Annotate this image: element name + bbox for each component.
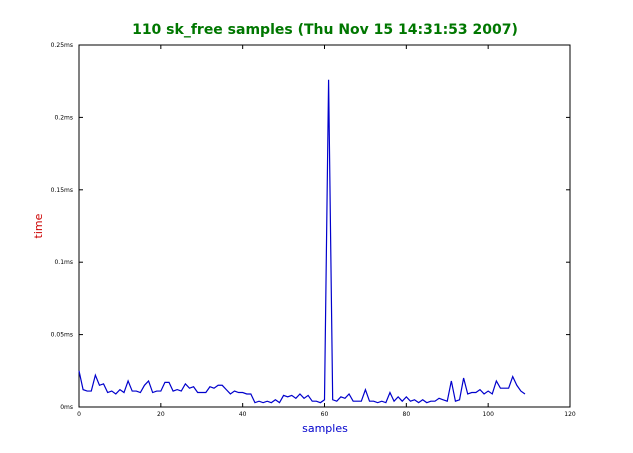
x-tick-label: 20 (157, 411, 165, 418)
x-tick-label: 80 (403, 411, 411, 418)
y-tick-label: 0ms (60, 404, 73, 411)
y-axis-label: time (32, 213, 45, 238)
y-tick-label: 0.15ms (51, 187, 73, 194)
x-tick-label: 100 (482, 411, 494, 418)
y-axis: 0ms 0.05ms 0.1ms 0.15ms 0.2ms 0.25ms (51, 42, 570, 411)
chart-title: 110 sk_free samples (Thu Nov 15 14:31:53… (132, 22, 518, 38)
y-tick-label: 0.2ms (54, 114, 73, 121)
x-axis: 0 20 40 60 80 100 120 (77, 45, 576, 418)
y-tick-label: 0.05ms (51, 332, 73, 339)
plot-frame (78, 44, 571, 408)
x-tick-label: 60 (321, 411, 329, 418)
y-tick-label: 0.25ms (51, 42, 73, 49)
x-axis-label: samples (302, 422, 348, 435)
x-tick-label: 40 (239, 411, 247, 418)
y-tick-label: 0.1ms (54, 259, 73, 266)
x-tick-label: 0 (77, 411, 81, 418)
series-line (78, 79, 526, 404)
x-tick-label: 120 (564, 411, 576, 418)
